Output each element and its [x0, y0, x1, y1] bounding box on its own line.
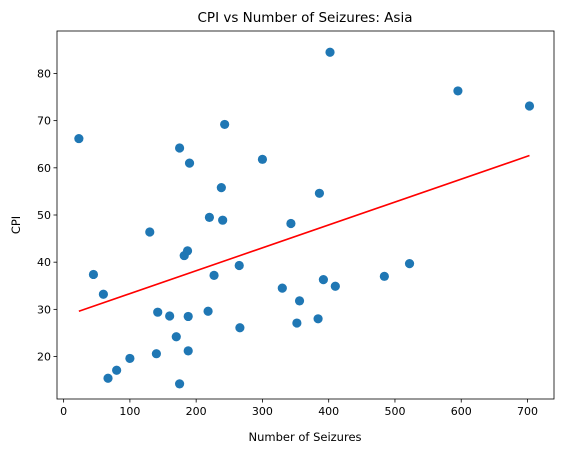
data-point	[234, 260, 244, 271]
x-tick-label: 300	[252, 405, 273, 418]
x-tick-label: 400	[318, 405, 339, 418]
y-axis-ticks: 20 30 40 50 60 70 80	[37, 67, 57, 364]
data-point	[218, 215, 228, 225]
data-point	[203, 306, 213, 316]
x-tick-label: 100	[119, 405, 140, 418]
x-tick-label: 600	[451, 405, 472, 418]
data-point	[313, 314, 323, 324]
data-point	[404, 258, 415, 269]
data-point	[220, 119, 230, 130]
data-point	[379, 271, 389, 281]
data-point	[292, 318, 302, 328]
data-point	[286, 218, 296, 229]
data-point	[88, 269, 99, 280]
data-point	[314, 188, 325, 198]
data-point	[330, 281, 340, 291]
y-tick-label: 20	[37, 351, 51, 364]
data-point	[204, 212, 215, 222]
data-point	[153, 307, 163, 317]
y-axis-label: CPI	[9, 216, 23, 234]
scatter-points	[74, 47, 535, 389]
data-point	[183, 311, 193, 322]
y-tick-label: 60	[37, 162, 51, 175]
data-point	[171, 332, 181, 342]
x-tick-label: 700	[517, 405, 538, 418]
data-point	[182, 246, 193, 256]
data-point	[145, 227, 155, 237]
data-point	[183, 346, 193, 356]
trendline	[78, 154, 530, 313]
data-point	[453, 86, 463, 96]
data-point	[235, 323, 245, 333]
data-point	[174, 143, 185, 153]
data-point	[151, 349, 161, 359]
y-tick-label: 50	[37, 209, 51, 222]
x-axis-label: Number of Seizures	[248, 430, 361, 444]
y-tick-label: 30	[37, 303, 51, 316]
x-tick-label: 500	[384, 405, 405, 418]
y-tick-label: 80	[37, 67, 51, 80]
data-point	[325, 47, 335, 57]
chart-title: CPI vs Number of Seizures: Asia	[198, 10, 413, 26]
data-point	[125, 353, 135, 364]
data-point	[74, 133, 84, 144]
data-point	[98, 289, 108, 299]
data-point	[216, 183, 226, 193]
x-axis-ticks: 0 100 200 300 400 500 600 700	[60, 399, 538, 418]
data-point	[318, 275, 328, 285]
data-point	[257, 154, 268, 164]
data-point	[294, 296, 305, 306]
data-point	[184, 158, 195, 168]
data-point	[209, 270, 219, 280]
trendline-group	[78, 154, 530, 313]
data-point	[103, 373, 113, 383]
y-tick-label: 70	[37, 115, 51, 128]
data-point	[165, 311, 175, 321]
x-tick-label: 200	[186, 405, 207, 418]
data-point	[277, 283, 287, 293]
plot-frame	[56, 30, 555, 400]
data-point	[174, 379, 185, 389]
data-point	[524, 101, 535, 111]
y-tick-label: 40	[37, 256, 51, 269]
x-tick-label: 0	[60, 405, 67, 418]
data-point	[112, 365, 122, 375]
